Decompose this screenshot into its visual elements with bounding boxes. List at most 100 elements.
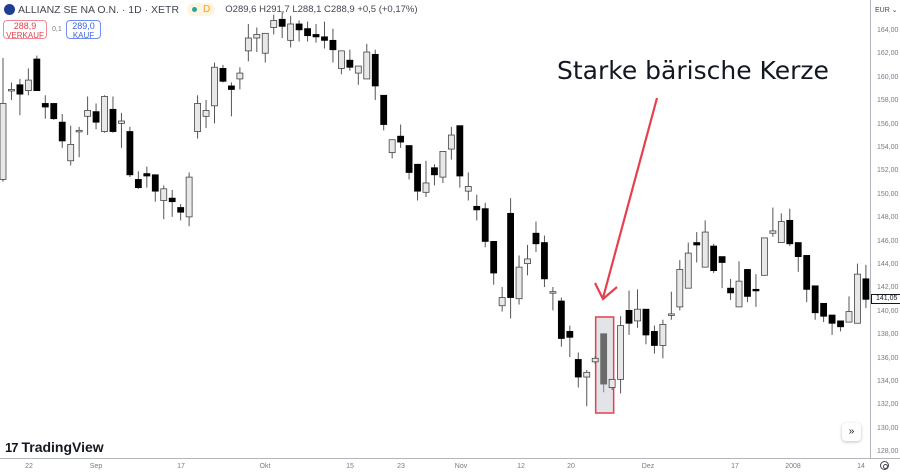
candle-body	[50, 103, 58, 120]
candle-body	[202, 110, 210, 117]
currency-dropdown[interactable]: EUR ⌄	[875, 6, 898, 14]
candle-body	[854, 273, 861, 324]
candle-body	[625, 309, 633, 324]
candle-body	[828, 314, 836, 324]
delay-badge: D	[203, 4, 211, 15]
candle-body	[228, 85, 235, 90]
candle-body	[794, 242, 802, 258]
candle-body	[769, 230, 777, 234]
settings-gear-icon[interactable]	[880, 461, 889, 470]
candle-body	[761, 237, 768, 276]
candle-body	[380, 94, 388, 125]
candle-body	[651, 331, 658, 346]
buy-button[interactable]: 289,0 KAUF	[66, 20, 101, 40]
time-axis[interactable]: 22 Sep 17 Okt 15 23 Nov 12 20 Dez 17 2008 14	[0, 458, 900, 476]
candle-body	[659, 324, 667, 346]
candle-body	[574, 359, 582, 378]
candle-body	[363, 51, 371, 80]
time-tick-label: 15	[346, 463, 354, 470]
candle-body	[211, 66, 218, 107]
market-status-badge[interactable]: D	[187, 3, 216, 16]
candle-body	[33, 58, 41, 92]
candle-body	[473, 205, 481, 211]
price-tick-label: 144,00	[877, 261, 899, 268]
chevron-down-icon: ⌄	[891, 7, 898, 14]
candle-body	[617, 325, 624, 380]
candle-body	[803, 255, 811, 290]
last-price-label: 141,05	[871, 294, 900, 304]
candle-body	[515, 266, 523, 300]
price-tick-label: 136,00	[877, 354, 899, 362]
candle-body	[481, 208, 489, 242]
candle-body	[321, 36, 328, 41]
candle-body	[329, 39, 337, 51]
sell-price: 288,9	[13, 21, 37, 31]
candle-body	[811, 285, 819, 314]
time-tick-label: 12	[517, 463, 525, 470]
allianz-logo-icon	[4, 4, 15, 15]
candle-body	[168, 197, 176, 203]
candle-body	[371, 53, 379, 87]
candle-body	[845, 311, 853, 323]
candle-body	[177, 207, 185, 213]
price-axis[interactable]: EUR ⌄ 164,00 162,00 160,00 158,00 156,00 154,…	[870, 0, 900, 458]
candle-body	[532, 232, 540, 245]
candle-body	[304, 28, 311, 37]
candle-body	[498, 297, 506, 307]
candle-body	[541, 242, 548, 280]
candle-body	[388, 139, 396, 153]
candle-body	[75, 129, 83, 133]
price-tick-label: 130,00	[877, 424, 899, 432]
price-tick-label: 128,00	[877, 448, 899, 456]
candle-body	[219, 68, 227, 82]
candle-body	[439, 151, 447, 178]
candle-body	[549, 291, 557, 294]
spread-value: 0,1	[52, 26, 62, 33]
candle-body	[837, 320, 844, 328]
candle-body	[287, 23, 295, 41]
price-tick-label: 152,00	[877, 167, 899, 175]
price-tick-label: 132,00	[877, 401, 899, 409]
annotation-text[interactable]: Starke bärische Kerze	[557, 56, 829, 85]
candle-body	[92, 111, 100, 123]
candle-body	[253, 34, 261, 39]
candle-body	[786, 219, 794, 245]
candle-body	[464, 186, 472, 192]
time-tick-label: Nov	[454, 463, 468, 470]
candle-body	[160, 188, 168, 201]
candle-body	[244, 37, 252, 52]
time-tick-label: Okt	[259, 463, 271, 470]
candle-body	[278, 18, 286, 27]
candlestick-chart[interactable]	[0, 0, 870, 458]
candle-body	[456, 125, 464, 177]
scroll-to-realtime-button[interactable]: »	[842, 423, 861, 441]
tradingview-logo[interactable]: 17 TradingView	[5, 439, 104, 455]
time-tick-label: 23	[397, 463, 405, 470]
price-tick-label: 158,00	[877, 97, 899, 105]
time-tick-label: Sep	[89, 463, 103, 470]
candle-body	[67, 143, 75, 162]
buy-label: KAUF	[72, 31, 95, 40]
candle-body	[143, 173, 151, 177]
candle-body	[642, 308, 650, 336]
candle-body	[346, 59, 354, 68]
candle-body	[337, 50, 345, 69]
sell-button[interactable]: 288,9 VERKAUF	[3, 20, 47, 40]
price-tick-label: 138,00	[877, 331, 899, 339]
candle-body	[194, 103, 201, 132]
candle-body	[862, 278, 870, 300]
price-tick-label: 162,00	[877, 50, 899, 58]
green-dot-icon	[192, 7, 198, 12]
candle-body	[101, 96, 108, 132]
tradingview-mark-icon: 17	[5, 439, 19, 455]
price-tick-label: 146,00	[877, 237, 899, 245]
price-tick-label: 140,00	[877, 307, 899, 315]
symbol-title[interactable]: ALLIANZ SE NA O.N. · 1D · XETR	[18, 3, 180, 16]
candle-body	[431, 167, 438, 176]
time-tick-label: 17	[731, 463, 739, 470]
time-tick-label: 20	[567, 463, 575, 470]
candle-body	[820, 302, 828, 317]
currency-label: EUR	[875, 7, 890, 14]
candle-body	[744, 269, 751, 297]
candle-body	[41, 103, 49, 108]
